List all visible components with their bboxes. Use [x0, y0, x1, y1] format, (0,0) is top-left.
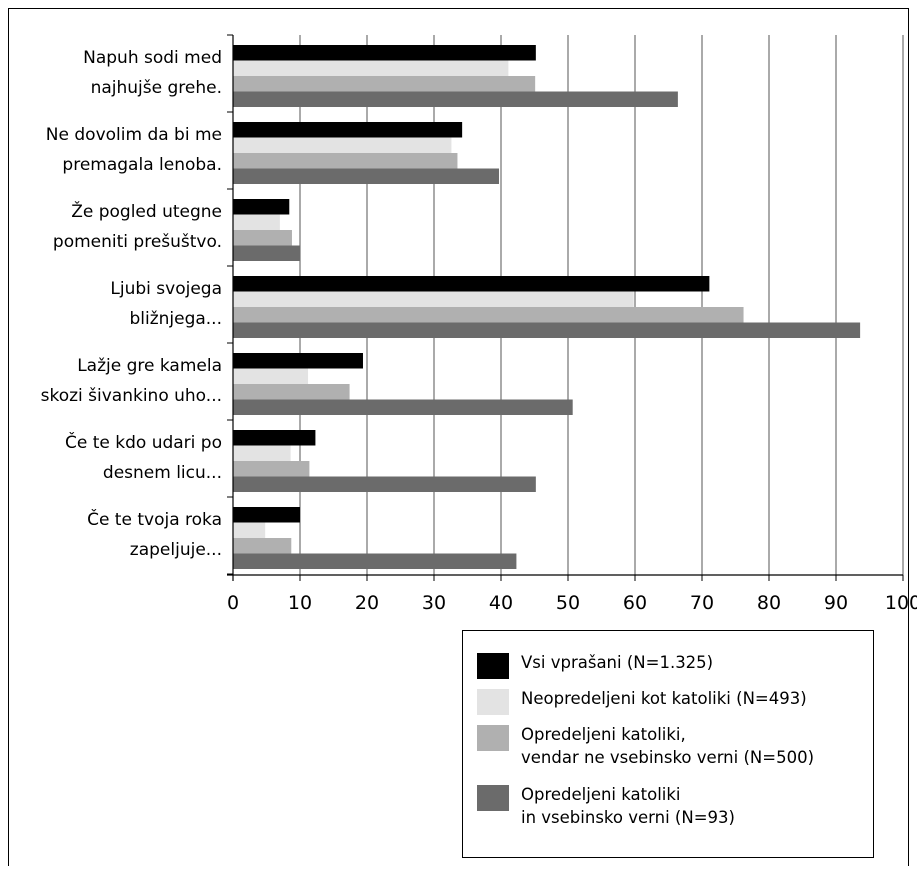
bar — [233, 399, 573, 415]
bar — [233, 230, 292, 246]
bar — [233, 291, 634, 307]
category-label: Napuh sodi med najhujše grehe. — [83, 48, 222, 98]
x-tick-label: 40 — [489, 592, 513, 614]
bar — [233, 384, 350, 400]
legend-swatch — [477, 725, 509, 751]
x-tick-label: 80 — [757, 592, 781, 614]
x-tick-label: 70 — [690, 592, 714, 614]
legend-swatch — [477, 785, 509, 811]
bars — [233, 45, 861, 569]
legend-swatch — [477, 689, 509, 715]
legend-label: Opredeljeni katoliki, vendar ne vsebinsk… — [521, 725, 815, 767]
x-tick-label: 60 — [623, 592, 647, 614]
bar — [233, 45, 536, 61]
bar — [233, 507, 300, 523]
category-label: Ljubi svojega bližnjega... — [110, 279, 222, 329]
bar — [233, 322, 861, 338]
bar — [233, 522, 266, 538]
x-tick-label: 90 — [824, 592, 848, 614]
category-labels: Napuh sodi med najhujše grehe. Ne dovolim … — [41, 48, 222, 560]
bar — [233, 91, 678, 107]
legend: Vsi vprašani (N=1.325) Neopredeljeni kot… — [462, 630, 874, 858]
x-tick-label: 50 — [556, 592, 580, 614]
axes — [227, 34, 904, 581]
bar — [233, 461, 310, 477]
legend-item-catholic-not-believing: Opredeljeni katoliki, vendar ne vsebinsk… — [477, 723, 814, 769]
bar — [233, 122, 463, 138]
legend-label: Neopredeljeni kot katoliki (N=493) — [521, 689, 807, 708]
bar — [233, 60, 509, 76]
bar — [233, 76, 536, 92]
category-label: Že pogled utegne pomeniti prešuštvo. — [53, 200, 222, 252]
legend-item-catholic-believing: Opredeljeni katoliki in vsebinsko verni … — [477, 783, 735, 829]
legend-item-not-catholic: Neopredeljeni kot katoliki (N=493) — [477, 687, 807, 715]
bar — [233, 445, 291, 461]
category-label: Lažje gre kamela skozi šivankino uho... — [41, 356, 222, 406]
category-label: Če te kdo udari po desnem licu... — [65, 431, 222, 483]
bar — [233, 430, 316, 446]
bar — [233, 553, 517, 569]
bar — [233, 168, 499, 184]
bar — [233, 476, 536, 492]
x-tick-label: 30 — [422, 592, 446, 614]
bar — [233, 307, 744, 323]
bar — [233, 538, 292, 554]
bar — [233, 245, 300, 261]
legend-item-all-respondents: Vsi vprašani (N=1.325) — [477, 651, 713, 679]
figure-frame — [8, 8, 909, 866]
category-label: Če te tvoja roka zapeljuje... — [87, 508, 222, 560]
legend-swatch — [477, 653, 509, 679]
bar — [233, 276, 710, 292]
category-label: Ne dovolim da bi me premagala lenoba. — [46, 125, 222, 175]
bar — [233, 199, 290, 215]
x-tick-labels: 0 10 20 30 40 50 60 70 80 90 100 — [227, 592, 917, 614]
bar — [233, 368, 309, 384]
x-tick-label: 0 — [227, 592, 239, 614]
x-tick-label: 100 — [885, 592, 917, 614]
x-tick-label: 10 — [288, 592, 312, 614]
x-tick-label: 20 — [355, 592, 379, 614]
legend-label: Opredeljeni katoliki in vsebinsko verni … — [521, 785, 735, 827]
bar — [233, 153, 458, 169]
legend-label: Vsi vprašani (N=1.325) — [521, 653, 714, 672]
bar — [233, 137, 452, 153]
bar — [233, 214, 280, 230]
bar — [233, 353, 363, 369]
